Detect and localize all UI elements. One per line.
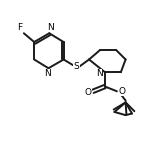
Text: N: N	[44, 69, 51, 78]
Text: S: S	[73, 62, 79, 71]
Text: F: F	[17, 23, 23, 32]
Text: O: O	[84, 88, 91, 97]
Text: O: O	[118, 87, 125, 96]
Text: N: N	[47, 23, 53, 32]
Text: N: N	[96, 69, 103, 78]
